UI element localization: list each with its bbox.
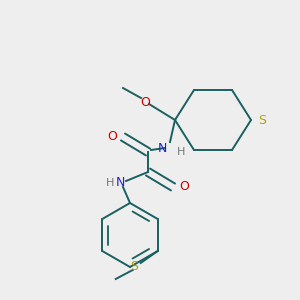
Text: S: S	[258, 113, 266, 127]
Text: S: S	[130, 260, 138, 274]
Text: N: N	[116, 176, 125, 190]
Text: O: O	[107, 130, 117, 143]
Text: O: O	[179, 181, 189, 194]
Text: H: H	[177, 147, 185, 157]
Text: H: H	[106, 178, 114, 188]
Text: N: N	[158, 142, 167, 154]
Text: O: O	[140, 95, 150, 109]
